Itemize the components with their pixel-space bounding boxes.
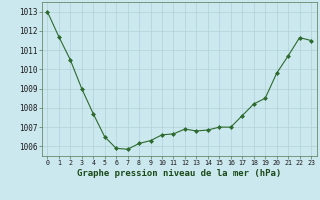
X-axis label: Graphe pression niveau de la mer (hPa): Graphe pression niveau de la mer (hPa) bbox=[77, 169, 281, 178]
